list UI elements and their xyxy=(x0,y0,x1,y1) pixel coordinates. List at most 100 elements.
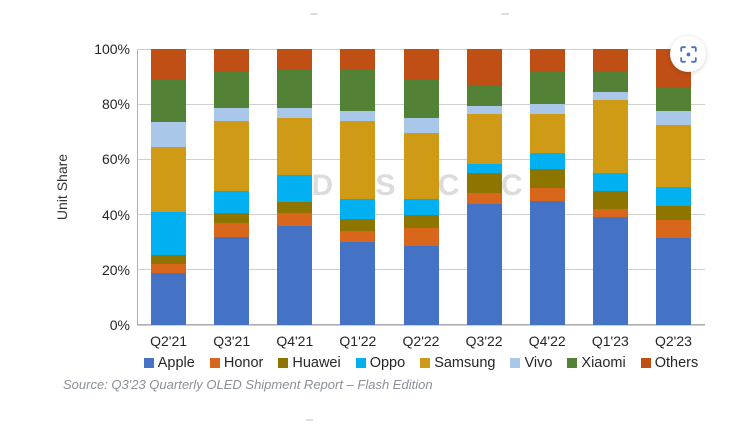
legend-swatch-icon xyxy=(420,358,431,368)
legend-item-xiaomi: Xiaomi xyxy=(567,355,626,371)
bar-segment-xiaomi xyxy=(529,72,565,105)
watermark-letter: D xyxy=(311,169,334,202)
bar-segment-others xyxy=(466,49,502,87)
bar-segment-xiaomi xyxy=(340,69,376,112)
bar-segment-xiaomi xyxy=(655,87,691,112)
y-axis-title: Unit Share xyxy=(54,153,70,221)
legend-label: Huawei xyxy=(292,355,341,371)
stacked-bar-q2-21 xyxy=(151,49,187,325)
bar-segment-honor xyxy=(151,264,187,273)
x-axis-label: Q2'22 xyxy=(402,333,440,349)
bar-segment-huawei xyxy=(592,191,628,210)
x-axis-labels: Q2'21 Q3'21 Q4'21 Q1'22 Q2'22 Q3'22 Q4'22 Q1'23… xyxy=(137,333,705,349)
y-tick-label: 80% xyxy=(101,96,130,113)
bar-segment-samsung xyxy=(592,100,628,174)
bar-segment-others xyxy=(592,49,628,73)
bar-segment-samsung xyxy=(466,113,502,164)
watermark-letter: S xyxy=(375,169,396,202)
faint-artifact xyxy=(306,419,313,421)
stacked-bar-q4-22 xyxy=(529,49,565,325)
bar-segment-vivo xyxy=(340,111,376,121)
bar-segment-apple xyxy=(529,200,565,325)
x-axis-label: Q3'21 xyxy=(213,333,251,349)
bar-segment-apple xyxy=(403,246,439,325)
y-tick-label: 40% xyxy=(101,206,130,223)
bar-segment-xiaomi xyxy=(403,79,439,118)
legend-swatch-icon xyxy=(510,358,521,368)
bar-segment-honor xyxy=(655,220,691,239)
watermark-letter: C xyxy=(437,169,460,202)
bar-segment-others xyxy=(340,49,376,70)
bar-segment-oppo xyxy=(403,199,439,215)
x-axis-label: Q2'23 xyxy=(654,333,692,349)
bar-segment-vivo xyxy=(466,105,502,114)
bar-segment-xiaomi xyxy=(592,72,628,92)
x-axis-label: Q3'22 xyxy=(465,333,503,349)
y-tick-label: 0% xyxy=(109,317,130,333)
bar-segment-samsung xyxy=(340,120,376,200)
bar-segment-samsung xyxy=(403,133,439,200)
bar-segment-xiaomi xyxy=(151,79,187,123)
bar-segment-oppo xyxy=(277,174,313,203)
stacked-bar-q3-22 xyxy=(466,49,502,325)
y-tick-label: 20% xyxy=(101,261,130,278)
bar-segment-huawei xyxy=(214,213,250,223)
bar-segment-apple xyxy=(466,203,502,325)
x-axis-label: Q1'23 xyxy=(591,333,629,349)
viewfinder-capture-icon xyxy=(679,45,697,63)
legend-item-samsung: Samsung xyxy=(420,355,495,371)
bar-segment-oppo xyxy=(151,211,187,255)
bar-segment-vivo xyxy=(655,111,691,125)
bar-segment-oppo xyxy=(529,152,565,170)
bar-segment-oppo xyxy=(655,187,691,207)
bar-segment-others xyxy=(277,49,313,70)
watermark-letter: C xyxy=(500,169,523,202)
legend-label: Oppo xyxy=(369,355,406,371)
bar-segment-samsung xyxy=(214,120,250,192)
stacked-bar-q3-21 xyxy=(214,49,250,325)
faint-artifact xyxy=(310,13,318,15)
bar-segment-xiaomi xyxy=(277,69,313,109)
bar-segment-apple xyxy=(340,242,376,325)
bar-segment-apple xyxy=(214,236,250,325)
gridline xyxy=(137,324,705,326)
y-tick-label: 100% xyxy=(94,41,130,57)
bar-segment-oppo xyxy=(214,191,250,214)
stacked-bar-q2-22 xyxy=(403,49,439,325)
bar-segment-honor xyxy=(277,213,313,226)
legend-swatch-icon xyxy=(640,358,651,368)
legend-label: Honor xyxy=(223,355,264,371)
bar-segment-huawei xyxy=(466,173,502,193)
bar-segment-vivo xyxy=(529,104,565,114)
bar-segment-vivo xyxy=(214,108,250,121)
bar-segment-vivo xyxy=(403,118,439,134)
bar-segment-honor xyxy=(403,228,439,247)
legend-item-vivo: Vivo xyxy=(510,355,552,371)
legend-item-others: Others xyxy=(640,355,699,371)
capture-button[interactable] xyxy=(670,36,706,72)
bar-segment-huawei xyxy=(151,254,187,265)
legend-swatch-icon xyxy=(278,358,289,368)
gridline xyxy=(137,48,705,50)
bar-segment-honor xyxy=(592,209,628,218)
legend-item-apple: Apple xyxy=(143,355,195,371)
bar-segment-others xyxy=(403,49,439,80)
bar-segment-samsung xyxy=(277,118,313,175)
bar-segment-huawei xyxy=(277,202,313,214)
legend-label: Vivo xyxy=(524,355,553,371)
legend-label: Others xyxy=(654,355,699,371)
bar-segment-apple xyxy=(655,238,691,325)
bar-segment-huawei xyxy=(529,169,565,189)
y-tick-label: 60% xyxy=(101,151,130,168)
bar-segment-others xyxy=(214,49,250,72)
x-axis-label: Q4'21 xyxy=(276,333,314,349)
bar-segment-vivo xyxy=(277,108,313,118)
legend-item-honor: Honor xyxy=(209,355,264,371)
bar-segment-honor xyxy=(340,231,376,243)
bar-segment-honor xyxy=(214,222,250,237)
bar-segment-samsung xyxy=(151,146,187,212)
bar-segment-samsung xyxy=(529,113,565,153)
bar-segment-apple xyxy=(592,217,628,325)
